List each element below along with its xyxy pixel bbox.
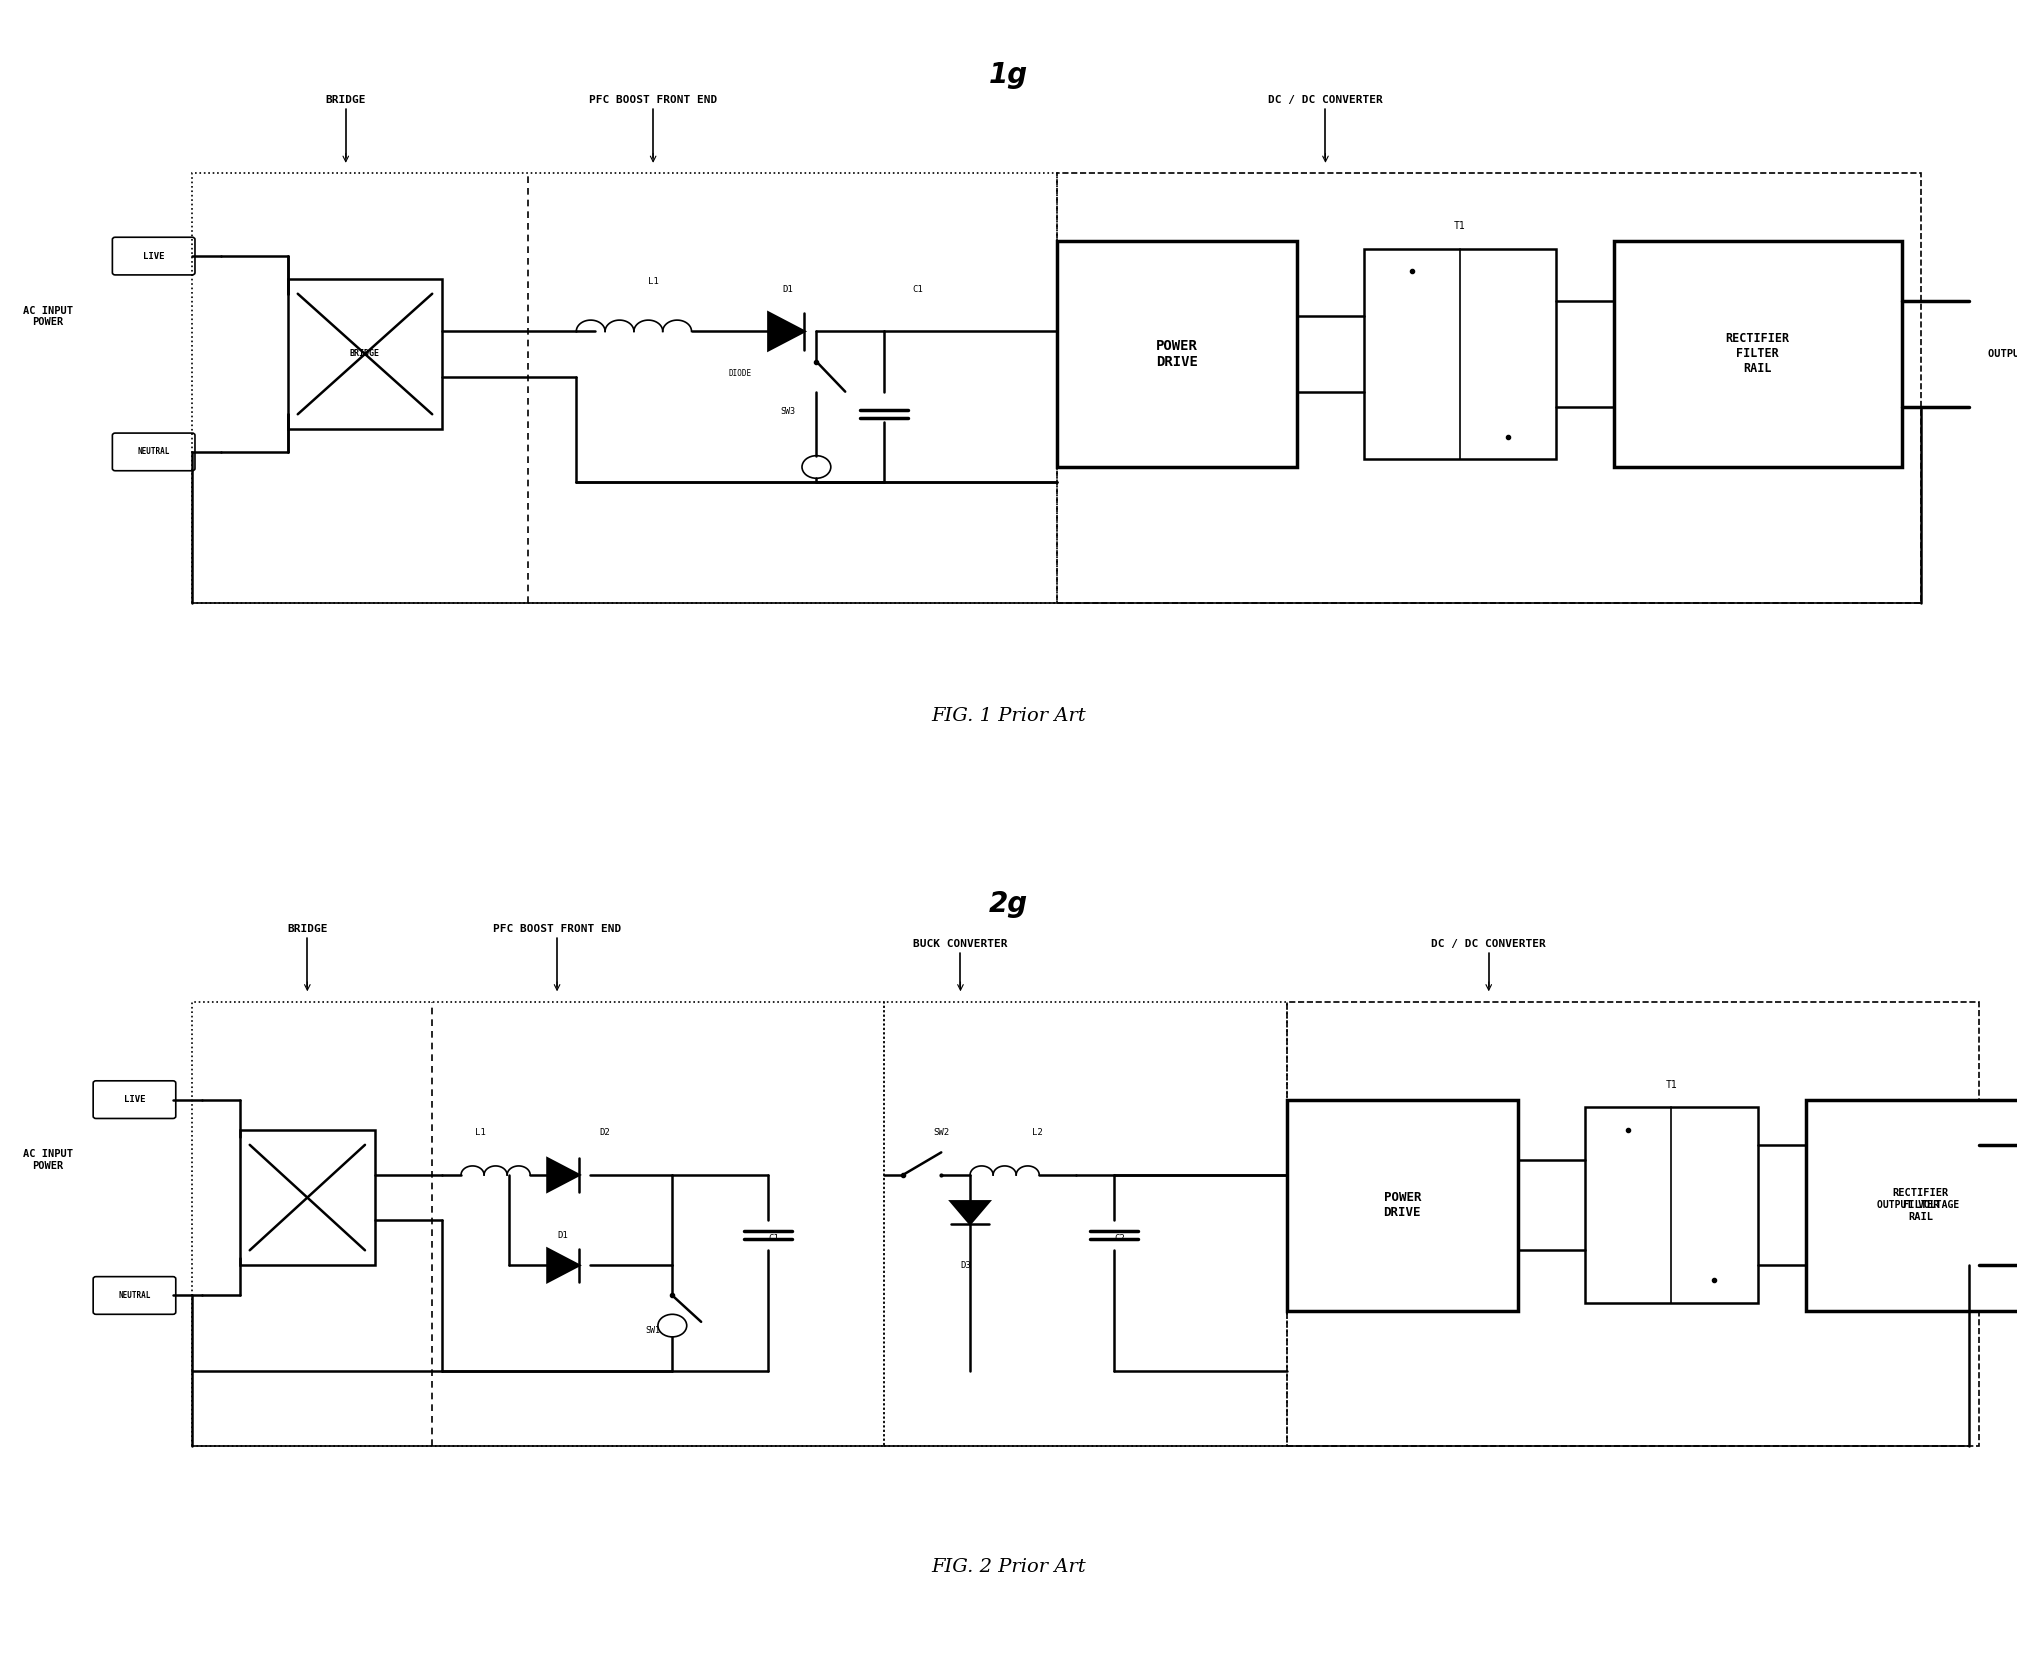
- Text: OUTPUT VOLTAGE: OUTPUT VOLTAGE: [1989, 350, 2017, 360]
- Text: POWER
DRIVE: POWER DRIVE: [1384, 1191, 1422, 1220]
- Text: AC INPUT
POWER: AC INPUT POWER: [22, 305, 73, 326]
- Bar: [1805, 1100, 2017, 1311]
- Text: SW1: SW1: [645, 1326, 662, 1334]
- Text: OUTPUT VOLTAGE: OUTPUT VOLTAGE: [1878, 1200, 1959, 1210]
- Bar: [1585, 1107, 1757, 1302]
- Bar: [192, 174, 1057, 603]
- Polygon shape: [547, 1249, 579, 1283]
- Text: BRIDGE: BRIDGE: [351, 350, 379, 358]
- Polygon shape: [768, 313, 805, 350]
- Text: C1: C1: [768, 1234, 779, 1243]
- Text: C1: C1: [912, 285, 924, 293]
- Bar: [1057, 240, 1297, 467]
- Bar: [240, 1130, 375, 1266]
- Text: LIVE: LIVE: [123, 1095, 145, 1104]
- Bar: [1287, 1100, 1517, 1311]
- Text: BRIDGE: BRIDGE: [325, 96, 365, 106]
- Bar: [1057, 174, 1920, 603]
- Bar: [192, 1002, 883, 1447]
- Text: PFC BOOST FRONT END: PFC BOOST FRONT END: [492, 925, 621, 935]
- Bar: [1287, 1002, 1979, 1447]
- Text: NEUTRAL: NEUTRAL: [137, 447, 169, 456]
- Text: NEUTRAL: NEUTRAL: [119, 1291, 151, 1301]
- Text: C2: C2: [1113, 1234, 1125, 1243]
- Text: L1: L1: [474, 1128, 486, 1137]
- Text: 1g: 1g: [988, 61, 1029, 89]
- Text: SW2: SW2: [934, 1128, 950, 1137]
- Text: LIVE: LIVE: [143, 252, 165, 260]
- Text: D3: D3: [960, 1261, 972, 1269]
- Text: BRIDGE: BRIDGE: [286, 925, 327, 935]
- Text: POWER
DRIVE: POWER DRIVE: [1156, 340, 1198, 370]
- Bar: [288, 278, 442, 429]
- Text: FIG. 1 Prior Art: FIG. 1 Prior Art: [932, 706, 1085, 724]
- Text: D2: D2: [599, 1128, 611, 1137]
- Text: RECTIFIER
FILTER
RAIL: RECTIFIER FILTER RAIL: [1892, 1188, 1948, 1221]
- Text: DC / DC CONVERTER: DC / DC CONVERTER: [1432, 940, 1547, 949]
- Bar: [883, 1002, 1287, 1447]
- Text: BUCK CONVERTER: BUCK CONVERTER: [914, 940, 1008, 949]
- Text: L2: L2: [1033, 1128, 1043, 1137]
- Text: RECTIFIER
FILTER
RAIL: RECTIFIER FILTER RAIL: [1727, 333, 1789, 376]
- Text: AC INPUT
POWER: AC INPUT POWER: [22, 1148, 73, 1171]
- Bar: [1614, 240, 1902, 467]
- Text: SW3: SW3: [781, 406, 795, 416]
- Text: DC / DC CONVERTER: DC / DC CONVERTER: [1269, 96, 1384, 106]
- Text: D1: D1: [557, 1231, 569, 1239]
- Text: T1: T1: [1666, 1080, 1676, 1090]
- Text: 2g: 2g: [988, 890, 1029, 918]
- Text: FIG. 2 Prior Art: FIG. 2 Prior Art: [932, 1558, 1085, 1576]
- Polygon shape: [950, 1201, 988, 1225]
- Text: T1: T1: [1454, 220, 1466, 230]
- Text: D1: D1: [783, 285, 793, 293]
- Text: PFC BOOST FRONT END: PFC BOOST FRONT END: [589, 96, 718, 106]
- Text: L1: L1: [647, 277, 658, 287]
- Text: DIODE: DIODE: [728, 370, 750, 378]
- Polygon shape: [547, 1158, 579, 1191]
- Bar: [1363, 249, 1555, 459]
